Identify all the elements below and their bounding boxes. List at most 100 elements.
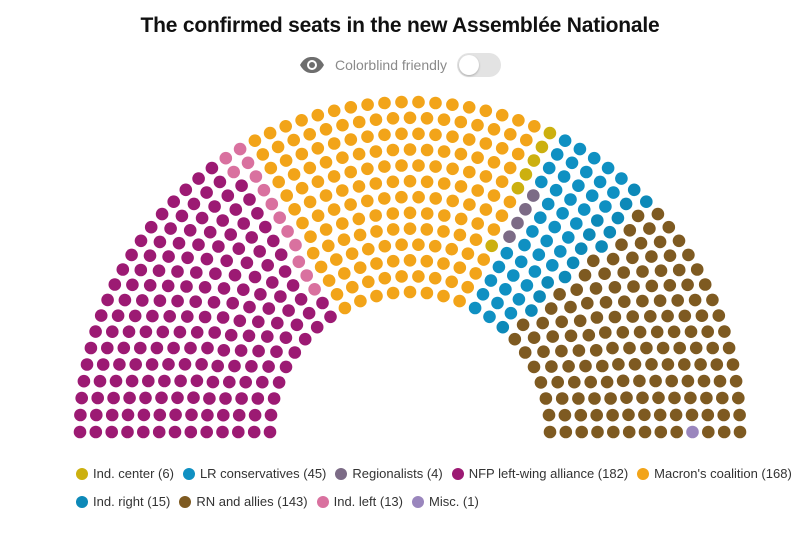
seat-lr bbox=[562, 231, 575, 244]
seat-macron bbox=[454, 180, 468, 193]
seat-nfp bbox=[200, 425, 213, 439]
eye-icon bbox=[299, 57, 324, 73]
seat-indcenter bbox=[511, 181, 525, 195]
seat-nfp bbox=[253, 245, 266, 258]
seat-macron bbox=[438, 209, 451, 222]
seat-lr bbox=[548, 220, 561, 234]
seat-indleft bbox=[289, 238, 302, 252]
seat-nfp bbox=[123, 391, 136, 405]
seat-nfp bbox=[117, 341, 131, 355]
seat-nfp bbox=[144, 220, 158, 234]
seat-macron bbox=[319, 156, 333, 169]
seat-rn bbox=[553, 288, 566, 301]
seat-nfp bbox=[270, 345, 283, 359]
seat-nfp bbox=[211, 359, 224, 373]
colorblind-toggle-switch[interactable] bbox=[457, 53, 502, 77]
seat-nfp bbox=[80, 358, 94, 371]
seat-nfp bbox=[164, 222, 177, 235]
seat-rn bbox=[623, 224, 637, 237]
seat-lr bbox=[534, 211, 547, 224]
legend-row: Ind. center (6) LR conservatives (45) Regi… bbox=[76, 464, 792, 483]
seat-macron bbox=[386, 112, 400, 125]
legend-item-regionalists: Regionalists (4) bbox=[335, 466, 443, 481]
seat-macron bbox=[362, 242, 375, 256]
seat-macron bbox=[386, 223, 400, 236]
seat-rn bbox=[573, 314, 587, 328]
legend-item-indright: Ind. right (15) bbox=[76, 494, 170, 509]
seat-nfp bbox=[298, 332, 312, 346]
seat-rn bbox=[717, 425, 731, 439]
seat-rn bbox=[672, 263, 686, 277]
seat-nfp bbox=[226, 296, 239, 310]
seat-indright bbox=[496, 320, 510, 334]
seat-rn bbox=[682, 248, 695, 262]
seat-nfp bbox=[89, 425, 103, 439]
seat-nfp bbox=[324, 310, 337, 324]
seat-nfp bbox=[125, 248, 138, 262]
seat-macron bbox=[352, 180, 366, 193]
seat-rn bbox=[606, 341, 619, 355]
seat-rn bbox=[620, 391, 633, 405]
seat-indleft bbox=[257, 183, 271, 197]
seat-macron bbox=[263, 126, 277, 140]
seat-nfp bbox=[261, 330, 274, 343]
seat-macron bbox=[287, 133, 301, 147]
seat-macron bbox=[437, 113, 451, 126]
seat-macron bbox=[453, 228, 467, 242]
seat-nfp bbox=[179, 183, 193, 197]
seat-macron bbox=[370, 225, 383, 238]
seat-rn bbox=[713, 374, 727, 388]
seat-nfp bbox=[288, 346, 302, 359]
seat-lr bbox=[520, 279, 534, 292]
seat-rn bbox=[564, 300, 577, 314]
seat-macron bbox=[345, 247, 359, 260]
seat-macron bbox=[378, 128, 391, 142]
seat-nfp bbox=[161, 279, 175, 293]
seat-rn bbox=[653, 408, 667, 422]
seat-indleft bbox=[241, 156, 255, 170]
seat-nfp bbox=[195, 358, 208, 371]
seat-macron bbox=[503, 161, 517, 175]
seat-nfp bbox=[134, 263, 148, 277]
legend-item-indleft: Ind. left (13) bbox=[316, 494, 403, 509]
seat-nfp bbox=[84, 341, 98, 355]
seat-nfp bbox=[139, 325, 153, 339]
seat-rn bbox=[600, 375, 614, 389]
seat-lr bbox=[528, 265, 542, 278]
colorblind-label: Colorblind friendly bbox=[334, 57, 448, 73]
seat-nfp bbox=[96, 358, 110, 371]
seat-nfp bbox=[105, 408, 119, 422]
seat-indleft bbox=[249, 170, 263, 183]
seat-macron bbox=[311, 209, 325, 222]
seat-macron bbox=[453, 261, 467, 275]
seat-rn bbox=[527, 331, 541, 345]
seat-rn bbox=[656, 341, 670, 355]
seat-lr bbox=[546, 259, 559, 272]
legend-swatch-rn bbox=[179, 495, 192, 508]
seat-macron bbox=[462, 101, 476, 114]
seat-nfp bbox=[192, 238, 205, 251]
seat-macron bbox=[420, 143, 434, 157]
seat-nfp bbox=[234, 344, 248, 357]
seat-rn bbox=[606, 408, 619, 422]
seat-macron bbox=[280, 189, 294, 202]
seat-rn bbox=[636, 265, 649, 278]
seat-macron bbox=[395, 95, 408, 109]
seat-macron bbox=[319, 189, 333, 202]
legend-swatch-regionalists bbox=[335, 467, 348, 480]
seat-macron bbox=[403, 174, 417, 188]
seat-indleft bbox=[265, 197, 279, 211]
seat-nfp bbox=[274, 290, 287, 303]
seat-rn bbox=[607, 425, 620, 439]
seat-macron bbox=[471, 184, 485, 197]
legend-swatch-misc bbox=[411, 495, 424, 508]
seat-indright bbox=[611, 211, 625, 225]
seat-macron bbox=[412, 238, 425, 251]
legend-label-macron: Macron's coalition (168) bbox=[654, 466, 792, 481]
seat-rn bbox=[623, 341, 636, 355]
seat-rn bbox=[516, 318, 530, 332]
seat-rn bbox=[673, 341, 686, 355]
seat-rn bbox=[631, 209, 645, 223]
seat-macron bbox=[495, 142, 509, 155]
seat-nfp bbox=[121, 425, 134, 439]
